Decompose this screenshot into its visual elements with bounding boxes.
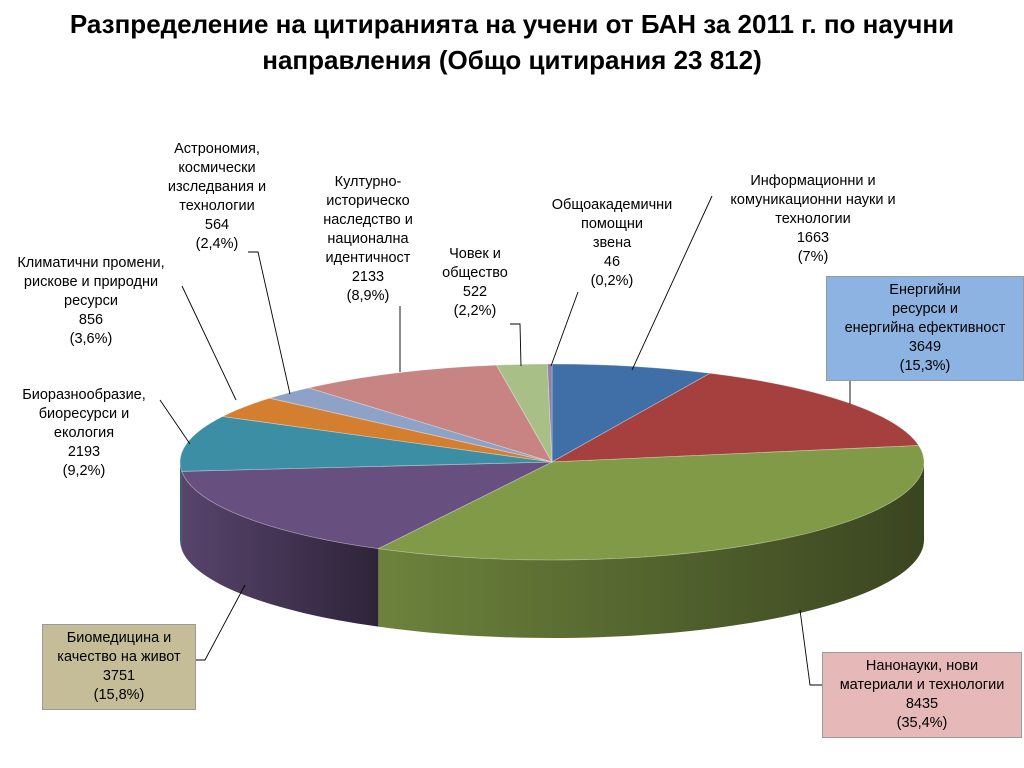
slice-percent: (9,2%) [62,463,106,479]
slice-label-1: Енергийни ресурси и енергийна ефективнос… [826,276,1024,381]
slice-name: Биомедицина и качество на живот [57,630,181,665]
slice-value: 564 [204,217,230,233]
slice-percent: (2,4%) [195,236,239,252]
slice-percent: (3,6%) [69,331,113,347]
slice-label-7: Културно- историческо наследство и нацио… [306,173,430,306]
slice-percent: (7%) [797,249,829,265]
slice-label-2: Нанонауки, нови материали и технологии 84… [822,652,1022,738]
slice-name: Нанонауки, нови материали и технологии [839,658,1005,693]
pie-side-3 [181,471,379,627]
pie-slice-6 [268,387,553,463]
slice-percent: (2,2%) [453,303,497,319]
pie-top-faces [179,363,925,561]
pie-slice-3 [181,461,553,550]
slice-percent: (8,9%) [346,288,390,304]
slice-value: 8435 [905,696,939,712]
slice-name: Астрономия, космически изследвания и тех… [167,141,267,214]
slice-label-8: Човек и общество 522 (2,2%) [422,245,528,321]
slice-name: Общоакадемични помощни звена [551,197,673,251]
pie-slice-4 [179,416,553,472]
slice-label-6: Астрономия, космически изследвания и тех… [150,140,284,254]
slice-value: 3751 [102,668,136,684]
slice-percent: (35,4%) [896,715,948,731]
pie-side-2 [378,462,924,639]
leader-line-8 [510,323,522,367]
slice-name: Енергийни ресурси и енергийна ефективнос… [844,282,1006,336]
pie-side-4 [180,462,182,550]
slice-percent: (15,8%) [93,687,145,703]
pie-slice-5 [221,397,553,463]
slice-value: 522 [462,284,488,300]
leader-lines [159,195,851,686]
pie-side-walls [180,462,924,639]
slice-label-5: Климатични промени, рискове и природни р… [0,254,182,349]
slice-name: Биоразнообразие, биоресурси и екология [22,387,146,441]
leader-line-0 [631,195,713,371]
leader-line-3 [196,584,246,661]
pie-slice-1 [551,372,920,463]
slice-name: Информационни и комуникационни науки и т… [730,173,896,227]
slice-percent: (0,2%) [590,273,634,289]
leader-line-4 [159,399,191,445]
slice-name: Културно- историческо наследство и нацио… [323,174,413,266]
slice-value: 46 [603,254,621,270]
leader-line-6 [248,251,291,395]
slice-label-9: Общоакадемични помощни звена 46 (0,2%) [530,196,694,291]
pie-slice-0 [551,363,712,463]
slice-name: Човек и общество [442,246,508,281]
chart-title: Разпределение на цитиранията на учени от… [69,9,955,75]
slice-name: Климатични промени, рискове и природни р… [17,255,165,309]
pie-slice-2 [376,445,925,561]
leader-line-9 [550,291,579,367]
leader-line-2 [799,609,822,686]
slice-label-0: Информационни и комуникационни науки и т… [708,172,918,267]
pie-slice-8 [495,363,553,463]
pie-slice-7 [307,364,553,463]
slice-value: 856 [78,312,104,328]
slice-label-4: Биоразнообразие, биоресурси и екология 21… [0,386,168,481]
slice-value: 3649 [908,339,942,355]
slice-value: 2133 [351,269,385,285]
slice-label-3: Биомедицина и качество на живот 3751 (15,8… [42,624,196,710]
slice-value: 2193 [67,444,101,460]
slice-percent: (15,3%) [899,358,951,374]
slice-value: 1663 [796,230,830,246]
leader-line-5 [181,285,237,401]
